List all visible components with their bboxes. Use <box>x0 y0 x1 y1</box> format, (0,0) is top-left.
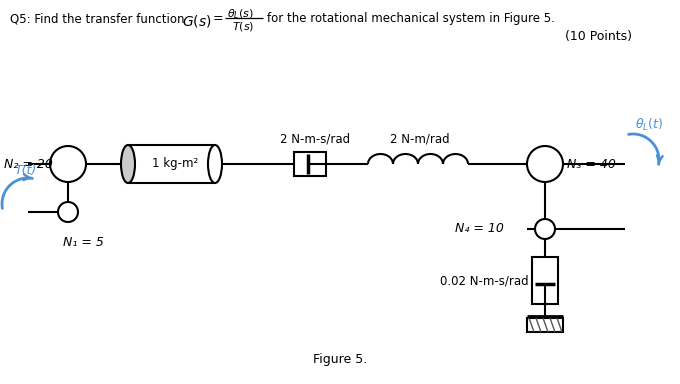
Text: N₂ = 20: N₂ = 20 <box>4 157 53 170</box>
Circle shape <box>535 219 555 239</box>
Text: $\theta_L(t)$: $\theta_L(t)$ <box>635 117 664 133</box>
Ellipse shape <box>208 145 222 183</box>
Text: N₃ = 40: N₃ = 40 <box>567 157 616 170</box>
Text: $T(s)$: $T(s)$ <box>232 20 254 33</box>
Bar <box>527 318 563 332</box>
Text: =: = <box>213 12 224 25</box>
Bar <box>128 145 215 183</box>
Text: T(t): T(t) <box>14 164 36 177</box>
Text: N₄ = 10: N₄ = 10 <box>455 222 504 235</box>
Bar <box>294 152 326 176</box>
Text: $\theta_L(s)$: $\theta_L(s)$ <box>227 7 254 21</box>
Text: 0.02 N-m-s/rad: 0.02 N-m-s/rad <box>441 274 529 287</box>
Circle shape <box>50 146 86 182</box>
Text: 2 N-m-s/rad: 2 N-m-s/rad <box>280 133 351 146</box>
Text: Q5: Find the transfer function: Q5: Find the transfer function <box>10 12 192 25</box>
Text: N₁ = 5: N₁ = 5 <box>63 236 104 249</box>
Bar <box>532 257 558 304</box>
Circle shape <box>58 202 78 222</box>
Text: $G(s)$: $G(s)$ <box>182 13 211 29</box>
Text: 1 kg-m²: 1 kg-m² <box>152 157 199 170</box>
Text: (10 Points): (10 Points) <box>565 30 632 43</box>
Text: for the rotational mechanical system in Figure 5.: for the rotational mechanical system in … <box>267 12 555 25</box>
Text: 2 N-m/rad: 2 N-m/rad <box>390 133 449 146</box>
Text: Figure 5.: Figure 5. <box>313 353 367 366</box>
Circle shape <box>527 146 563 182</box>
Ellipse shape <box>121 145 135 183</box>
